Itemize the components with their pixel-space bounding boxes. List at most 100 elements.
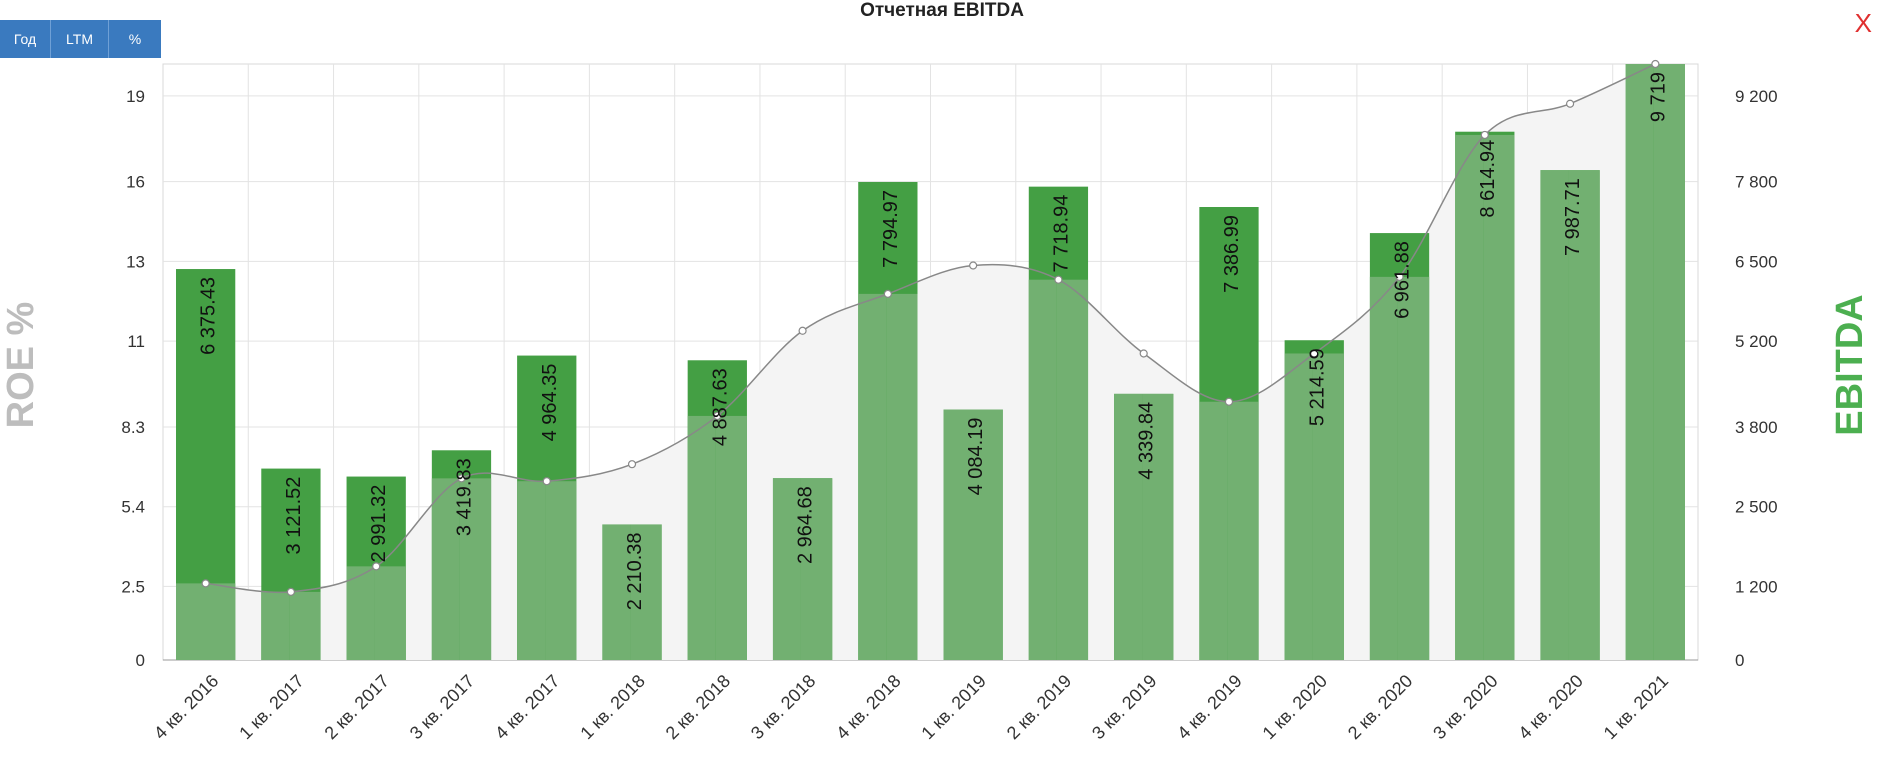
y-left-axis-title: ROE %: [0, 302, 42, 429]
x-tick-label: 2 кв. 2019: [1003, 671, 1075, 743]
ebitda-bar-overlay-left: [943, 409, 972, 660]
bar-value-label: 8 614.94: [1477, 140, 1499, 218]
ebitda-bar-overlay-left: [1028, 279, 1057, 660]
roe-point: [372, 562, 381, 571]
roe-point: [1565, 99, 1575, 108]
ltm-button[interactable]: LTM: [51, 20, 109, 58]
x-tick-label: 2 кв. 2017: [321, 671, 393, 743]
bar-value-label: 7 987.71: [1562, 178, 1584, 256]
y-left-tick-label: 13: [126, 252, 145, 271]
roe-point: [1310, 349, 1319, 358]
ebitda-bar-overlay: [1397, 276, 1430, 660]
x-tick-label: 3 кв. 2017: [406, 671, 478, 743]
x-tick-label: 1 кв. 2021: [1600, 671, 1672, 743]
ebitda-bar-overlay: [204, 583, 236, 660]
roe-point: [1139, 349, 1148, 358]
ebitda-bar-overlay-left: [1540, 170, 1569, 660]
ebitda-bar-overlay-left: [687, 415, 716, 660]
y-right-tick-label: 5 200: [1735, 332, 1778, 351]
y-right-tick-label: 6 500: [1735, 252, 1778, 271]
bar-value-label: 4 339.84: [1136, 402, 1158, 480]
y-right-tick-label: 7 800: [1735, 173, 1778, 192]
bar-value-label: 2 964.68: [795, 486, 817, 564]
ebitda-bar-overlay: [1483, 134, 1515, 660]
x-tick-label: 4 кв. 2020: [1514, 671, 1586, 743]
ebitda-bar-overlay: [1568, 170, 1600, 660]
roe-point: [286, 587, 296, 596]
x-tick-label: 4 кв. 2017: [491, 671, 563, 743]
x-tick-label: 1 кв. 2017: [235, 671, 307, 743]
y-right-tick-label: 2 500: [1735, 498, 1778, 517]
y-left-tick-label: 0: [136, 651, 145, 670]
bar-value-label: 6 375.43: [198, 277, 220, 355]
y-left-tick-label: 19: [126, 87, 145, 106]
ebitda-bar-overlay: [1653, 64, 1685, 660]
ebitda-bar-overlay: [1312, 353, 1344, 660]
bar-value-label: 7 794.97: [880, 190, 902, 268]
ebitda-bar-overlay: [459, 478, 492, 660]
x-tick-label: 1 кв. 2018: [576, 671, 648, 743]
bar-value-label: 4 887.63: [709, 368, 731, 446]
bar-value-label: 3 121.52: [283, 477, 305, 555]
ebitda-bar-overlay-left: [858, 293, 887, 660]
bar-value-label: 7 386.99: [1221, 215, 1243, 293]
y-left-tick-label: 5.4: [121, 498, 145, 517]
roe-point: [627, 460, 637, 469]
roe-point: [1054, 275, 1063, 284]
ebitda-bar-overlay-left: [1625, 64, 1654, 660]
ebitda-bar-overlay-left: [602, 524, 631, 660]
x-tick-label: 2 кв. 2020: [1344, 671, 1416, 743]
bar-value-label: 2 991.32: [368, 485, 390, 563]
y-left-tick-label: 11: [127, 332, 145, 351]
ebitda-bar-overlay: [1227, 401, 1259, 660]
x-tick-label: 2 кв. 2018: [662, 671, 734, 743]
roe-point: [798, 326, 807, 335]
roe-point: [457, 474, 466, 483]
ebitda-bar-overlay-left: [261, 591, 290, 660]
roe-point: [201, 579, 210, 588]
roe-point: [969, 261, 978, 270]
y-left-tick-label: 8.3: [121, 418, 145, 437]
roe-point: [1480, 130, 1489, 140]
bar-value-label: 4 964.35: [539, 364, 561, 442]
ebitda-bar-overlay: [545, 481, 577, 660]
ebitda-bar-overlay: [971, 409, 1003, 660]
ebitda-bar-overlay-left: [431, 478, 460, 660]
roe-point: [542, 477, 551, 486]
roe-point: [1395, 272, 1404, 281]
roe-line: [205, 63, 1656, 594]
y-right-tick-label: 1 200: [1735, 577, 1778, 596]
ebitda-bar-overlay-left: [176, 583, 204, 660]
ebitda-bar-overlay-left: [772, 478, 801, 660]
period-button-group: Год LTM %: [0, 20, 161, 58]
x-tick-label: 1 кв. 2020: [1259, 671, 1331, 743]
bar-value-label: 7 718.94: [1050, 195, 1072, 273]
ebitda-bar-overlay: [289, 591, 321, 660]
chart-title: Отчетная EBITDA: [860, 0, 1024, 21]
bar-value-label: 4 084.19: [965, 418, 987, 496]
bar-value-label: 5 214.59: [1306, 348, 1328, 426]
y-right-tick-label: 0: [1735, 651, 1744, 670]
percent-button[interactable]: %: [109, 20, 161, 58]
ebitda-bar-overlay-left: [346, 566, 375, 660]
y-left-tick-label: 2.5: [121, 577, 145, 596]
y-right-tick-label: 3 800: [1735, 418, 1778, 437]
ebitda-bar-overlay-left: [517, 481, 546, 660]
ebitda-bar-overlay: [1142, 393, 1174, 660]
ebitda-bar-overlay-left: [1455, 134, 1484, 660]
y-left-tick-label: 16: [126, 173, 145, 192]
bar-value-label: 6 961.88: [1392, 241, 1414, 319]
year-button[interactable]: Год: [0, 20, 51, 58]
ebitda-bar-overlay: [886, 293, 918, 660]
roe-point: [883, 289, 892, 298]
x-tick-label: 4 кв. 2016: [150, 671, 222, 743]
x-tick-label: 3 кв. 2018: [747, 671, 819, 743]
roe-point: [713, 411, 722, 421]
ebitda-bar-overlay: [1056, 279, 1089, 660]
close-button[interactable]: X: [1854, 8, 1872, 38]
ebitda-bar-overlay-left: [1369, 276, 1398, 660]
x-tick-label: 3 кв. 2019: [1088, 671, 1160, 743]
x-tick-label: 1 кв. 2019: [917, 671, 989, 743]
ebitda-bar-overlay-left: [1114, 393, 1143, 660]
